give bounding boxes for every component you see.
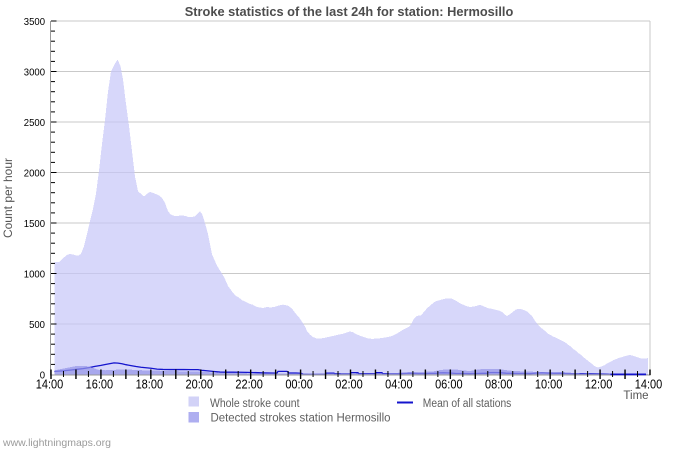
svg-text:14:00: 14:00	[36, 377, 64, 392]
svg-text:22:00: 22:00	[235, 377, 263, 392]
svg-text:Time: Time	[623, 390, 648, 402]
svg-text:2500: 2500	[24, 117, 45, 129]
svg-text:2000: 2000	[24, 167, 45, 179]
svg-text:16:00: 16:00	[86, 377, 114, 392]
svg-text:3000: 3000	[24, 66, 45, 78]
svg-text:06:00: 06:00	[435, 377, 463, 392]
svg-text:500: 500	[29, 319, 45, 331]
svg-text:0: 0	[40, 369, 45, 381]
svg-text:10:00: 10:00	[535, 377, 563, 392]
svg-text:www.lightningmaps.org: www.lightningmaps.org	[2, 437, 111, 449]
svg-text:Stroke statistics of the last: Stroke statistics of the last 24h for st…	[185, 4, 514, 19]
svg-text:00:00: 00:00	[285, 377, 313, 392]
svg-text:14:00: 14:00	[635, 377, 663, 392]
svg-text:04:00: 04:00	[385, 377, 413, 392]
svg-text:12:00: 12:00	[585, 377, 613, 392]
svg-text:02:00: 02:00	[335, 377, 363, 392]
svg-text:1500: 1500	[24, 218, 45, 230]
svg-text:Detected strokes station Hermo: Detected strokes station Hermosillo	[211, 412, 391, 424]
svg-text:1000: 1000	[24, 268, 45, 280]
svg-text:18:00: 18:00	[136, 377, 164, 392]
svg-text:08:00: 08:00	[485, 377, 513, 392]
svg-text:20:00: 20:00	[186, 377, 214, 392]
svg-text:Whole stroke count: Whole stroke count	[210, 398, 300, 410]
svg-text:3500: 3500	[24, 16, 45, 28]
svg-text:Mean of all stations: Mean of all stations	[423, 398, 512, 410]
svg-text:Count per hour: Count per hour	[1, 158, 15, 238]
